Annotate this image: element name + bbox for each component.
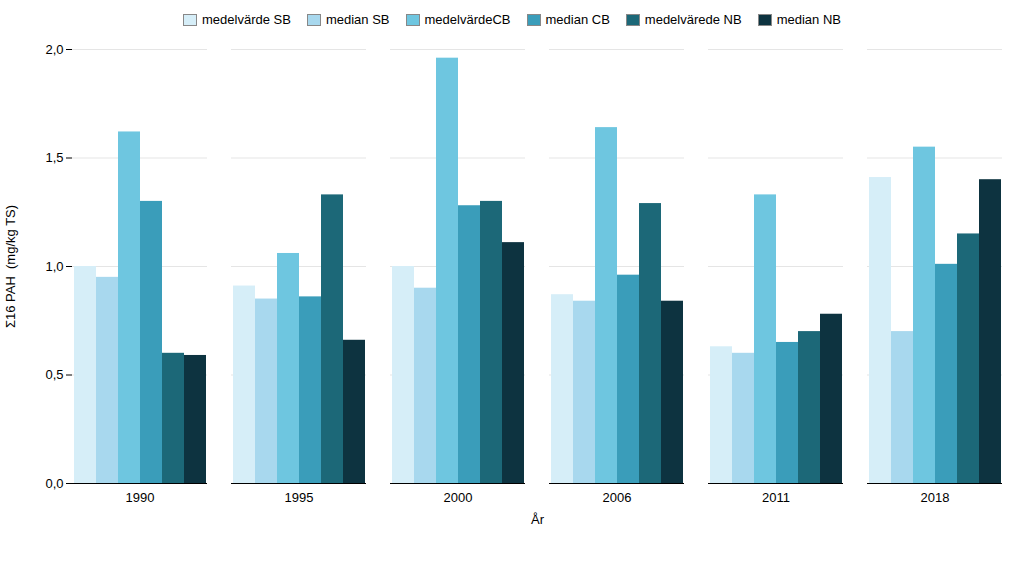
svg-text:2006: 2006 bbox=[603, 490, 632, 505]
svg-text:2000: 2000 bbox=[444, 490, 473, 505]
html-text:median CB: median CB bbox=[545, 12, 610, 27]
svg-text:2011: 2011 bbox=[762, 490, 790, 505]
svg-text:1995: 1995 bbox=[285, 490, 314, 505]
svg-text:0,5: 0,5 bbox=[45, 367, 63, 382]
svg-text:År: År bbox=[531, 512, 545, 527]
html-text:medelvärde SB: medelvärde SB bbox=[202, 12, 291, 27]
svg-text:0,0: 0,0 bbox=[45, 476, 63, 491]
html-text:median SB: median SB bbox=[325, 12, 390, 27]
svg-text:1,0: 1,0 bbox=[45, 259, 63, 274]
svg-text:1,5: 1,5 bbox=[45, 150, 63, 165]
html-text:median NB: median NB bbox=[776, 12, 841, 27]
svg-text:Σ16 PAH (mg/kg TS): Σ16 PAH (mg/kg TS) bbox=[3, 205, 18, 328]
svg-text:2018: 2018 bbox=[921, 490, 950, 505]
svg-text:2,0: 2,0 bbox=[45, 42, 63, 57]
svg-text:1990: 1990 bbox=[126, 490, 155, 505]
html-text:medelvärede NB: medelvärede NB bbox=[644, 12, 742, 27]
html-text:medelvärdeCB: medelvärdeCB bbox=[424, 12, 511, 27]
